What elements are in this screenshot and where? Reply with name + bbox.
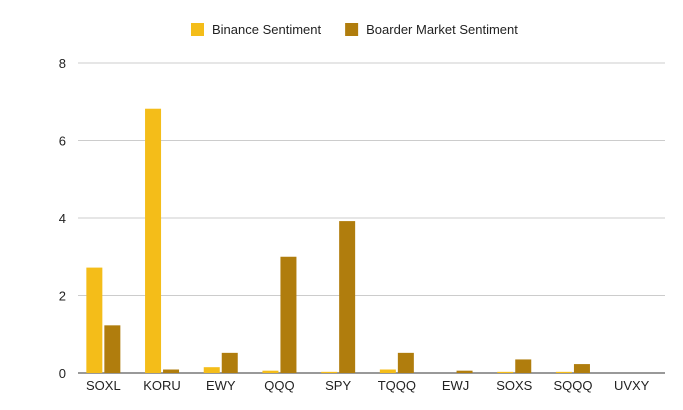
x-tick-label: SOXS xyxy=(496,378,532,393)
bar-ewy-binance xyxy=(203,367,220,373)
bar-spy-binance xyxy=(321,371,338,373)
y-tick-label: 8 xyxy=(59,56,66,71)
bar-tqqq-binance xyxy=(379,369,396,373)
bar-qqq-boarder xyxy=(280,256,297,373)
y-tick-label: 2 xyxy=(59,289,66,304)
bar-ewj-boarder xyxy=(456,370,473,373)
bar-soxs-binance xyxy=(497,371,514,373)
y-tick-label: 6 xyxy=(59,134,66,149)
bar-soxl-boarder xyxy=(104,325,121,373)
x-tick-label: QQQ xyxy=(264,378,294,393)
x-tick-label: EWJ xyxy=(442,378,469,393)
gridlines xyxy=(78,62,665,374)
legend-label-binance: Binance Sentiment xyxy=(212,22,322,37)
bar-qqq-binance xyxy=(262,370,279,373)
bar-tqqq-boarder xyxy=(397,352,414,373)
legend: Binance Sentiment Boarder Market Sentimen… xyxy=(191,22,518,37)
bar-spy-boarder xyxy=(339,221,356,373)
bar-soxl-binance xyxy=(86,267,103,373)
legend-swatch-binance xyxy=(191,23,204,36)
x-axis-ticks: SOXL KORU EWY QQQ SPY TQQQ EWJ SOXS SQQQ UVXY xyxy=(86,378,650,393)
bar-soxs-boarder xyxy=(515,359,532,373)
bar-ewy-boarder xyxy=(221,352,238,373)
bars xyxy=(86,108,590,373)
x-tick-label: SQQQ xyxy=(553,378,592,393)
bar-koru-binance xyxy=(145,108,162,373)
y-tick-label: 0 xyxy=(59,366,66,381)
x-tick-label: SOXL xyxy=(86,378,121,393)
legend-swatch-boarder xyxy=(345,23,359,36)
bar-koru-boarder xyxy=(163,369,180,373)
x-tick-label: EWY xyxy=(206,378,236,393)
legend-label-boarder: Boarder Market Sentiment xyxy=(366,22,518,37)
x-tick-label: SPY xyxy=(325,378,351,393)
x-tick-label: UVXY xyxy=(614,378,650,393)
bar-sqqq-binance xyxy=(555,371,572,373)
x-tick-label: KORU xyxy=(143,378,181,393)
bar-sqqq-boarder xyxy=(573,364,590,373)
y-tick-label: 4 xyxy=(59,211,66,226)
x-tick-label: TQQQ xyxy=(378,378,416,393)
y-axis-ticks: 0 2 4 6 8 xyxy=(59,56,66,381)
